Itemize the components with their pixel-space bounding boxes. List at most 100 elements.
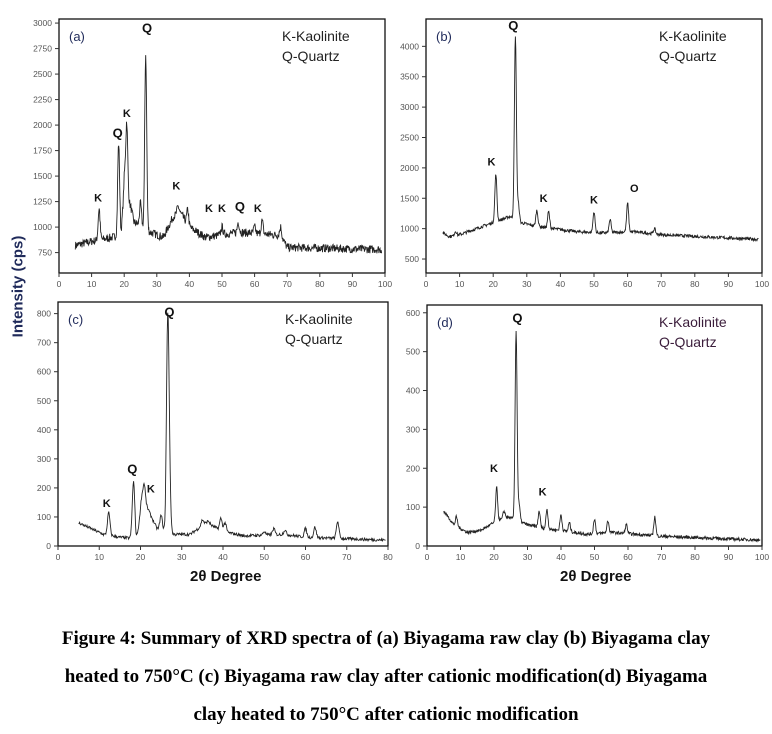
y-tick-label: 700 xyxy=(37,338,51,348)
x-tick-label: 20 xyxy=(489,552,499,562)
x-tick-label: 50 xyxy=(589,279,599,289)
peak-annotation: K xyxy=(540,193,548,205)
peak-annotation: K xyxy=(488,156,496,168)
peak-annotation: K xyxy=(94,193,102,205)
y-tick-label: 3500 xyxy=(400,72,419,82)
x-tick-label: 20 xyxy=(136,552,146,562)
y-tick-label: 500 xyxy=(405,254,419,264)
x-tick-label: 50 xyxy=(260,552,270,562)
x-tick-label: 0 xyxy=(425,552,430,562)
peak-annotation: K xyxy=(205,203,213,215)
panel-label: (b) xyxy=(436,29,452,44)
x-tick-label: 20 xyxy=(119,279,129,289)
x-tick-label: 100 xyxy=(755,552,769,562)
x-tick-label: 100 xyxy=(755,279,769,289)
y-tick-label: 2500 xyxy=(400,132,419,142)
spectrum-line xyxy=(78,312,386,543)
peak-annotation: K xyxy=(103,498,111,510)
peak-annotation: K xyxy=(590,195,598,207)
y-tick-label: 1500 xyxy=(33,171,52,181)
y-tick-label: 300 xyxy=(406,424,420,434)
y-tick-label: 2500 xyxy=(33,69,52,79)
y-tick-label: 600 xyxy=(406,308,420,318)
figure-caption: Figure 4: Summary of XRD spectra of (a) … xyxy=(0,620,772,734)
legend-entry: K-Kaolinite xyxy=(285,311,353,327)
y-tick-label: 1500 xyxy=(400,193,419,203)
x-tick-label: 50 xyxy=(590,552,600,562)
x-tick-label: 80 xyxy=(383,552,393,562)
peak-annotation: K xyxy=(490,463,498,475)
panel-label: (c) xyxy=(68,312,83,327)
x-tick-label: 40 xyxy=(218,552,228,562)
y-tick-label: 300 xyxy=(37,454,51,464)
panel-label: (d) xyxy=(437,315,453,330)
y-tick-label: 2750 xyxy=(33,44,52,54)
legend-entry: Q-Quartz xyxy=(282,48,340,64)
y-tick-label: 1000 xyxy=(400,224,419,234)
y-axis-label: Intensity (cps) xyxy=(9,235,27,338)
spectrum-line xyxy=(443,330,761,543)
y-tick-label: 4000 xyxy=(400,41,419,51)
y-tick-label: 0 xyxy=(415,541,420,551)
peak-annotation: Q xyxy=(512,310,522,325)
y-tick-label: 2250 xyxy=(33,95,52,105)
x-tick-label: 10 xyxy=(455,279,465,289)
y-tick-label: 200 xyxy=(37,483,51,493)
x-tick-label: 30 xyxy=(152,279,162,289)
x-tick-label: 60 xyxy=(250,279,260,289)
caption-line-3: clay heated to 750°C after cationic modi… xyxy=(193,704,579,725)
y-tick-label: 1000 xyxy=(33,222,52,232)
x-tick-label: 40 xyxy=(556,552,566,562)
y-tick-label: 500 xyxy=(406,347,420,357)
peak-annotation: Q xyxy=(113,125,123,140)
x-tick-label: 70 xyxy=(657,552,667,562)
peak-annotation: K xyxy=(147,483,155,495)
y-tick-label: 100 xyxy=(37,512,51,522)
y-tick-label: 500 xyxy=(37,396,51,406)
peak-annotation: K xyxy=(172,180,180,192)
y-tick-label: 200 xyxy=(406,463,420,473)
x-tick-label: 80 xyxy=(690,279,700,289)
x-tick-label: 60 xyxy=(301,552,311,562)
x-tick-label: 40 xyxy=(185,279,195,289)
y-tick-label: 2000 xyxy=(400,163,419,173)
x-tick-label: 70 xyxy=(282,279,292,289)
x-tick-label: 30 xyxy=(523,552,533,562)
legend-entry: K-Kaolinite xyxy=(659,314,727,330)
x-tick-label: 70 xyxy=(656,279,666,289)
peak-annotation: Q xyxy=(142,20,152,35)
x-tick-label: 30 xyxy=(522,279,532,289)
y-tick-label: 400 xyxy=(37,425,51,435)
x-tick-label: 70 xyxy=(342,552,352,562)
x-tick-label: 50 xyxy=(217,279,227,289)
legend-entry: Q-Quartz xyxy=(659,334,717,350)
x-tick-label: 90 xyxy=(724,279,734,289)
peak-annotation: Q xyxy=(127,461,137,476)
peak-annotation: K xyxy=(539,486,547,498)
x-tick-label: 0 xyxy=(56,552,61,562)
x-tick-label: 0 xyxy=(424,279,429,289)
x-tick-label: 60 xyxy=(623,552,633,562)
peak-annotation: K xyxy=(123,108,131,120)
xrd-figure: 0 10 20 30 40 50 60 70 80 90 100750100012501500175… xyxy=(33,18,769,562)
x-tick-label: 90 xyxy=(724,552,734,562)
x-axis-label-left: 2θ Degree xyxy=(190,568,262,585)
x-tick-label: 60 xyxy=(623,279,633,289)
x-tick-label: 30 xyxy=(177,552,187,562)
y-tick-label: 2000 xyxy=(33,120,52,130)
peak-annotation: K xyxy=(254,203,262,215)
x-tick-label: 0 xyxy=(57,279,62,289)
y-tick-label: 3000 xyxy=(33,18,52,28)
y-tick-label: 100 xyxy=(406,502,420,512)
peak-annotation: Q xyxy=(164,305,174,320)
legend-entry: Q-Quartz xyxy=(659,48,717,64)
x-tick-label: 20 xyxy=(488,279,498,289)
y-tick-label: 0 xyxy=(46,541,51,551)
y-tick-label: 3000 xyxy=(400,102,419,112)
x-tick-label: 80 xyxy=(690,552,700,562)
chart-panel-c: 0 10 20 30 40 50 60 70 8001002003004005006007008… xyxy=(37,301,393,562)
spectrum-line xyxy=(74,55,383,254)
x-tick-label: 80 xyxy=(315,279,325,289)
peak-annotation: K xyxy=(218,203,226,215)
x-axis-label-right: 2θ Degree xyxy=(560,568,632,585)
